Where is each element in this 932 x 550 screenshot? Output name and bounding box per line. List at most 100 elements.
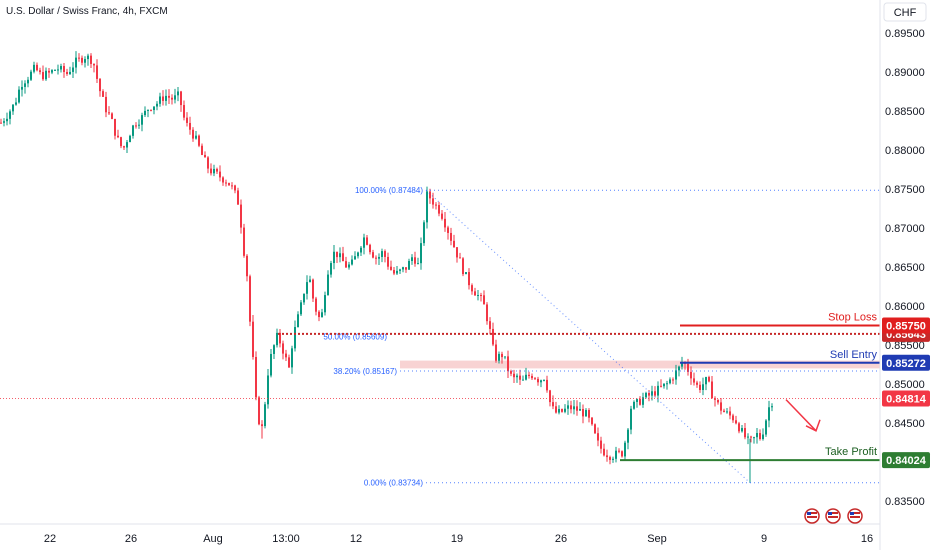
candle — [288, 354, 290, 368]
candle — [399, 268, 401, 275]
candle — [705, 376, 707, 391]
candle — [606, 449, 608, 462]
candle — [660, 379, 662, 388]
candle — [558, 405, 560, 415]
us-flag-event-icon[interactable] — [804, 508, 820, 524]
candle — [93, 63, 95, 73]
us-flag-event-icon[interactable] — [847, 508, 863, 524]
candle — [201, 143, 203, 156]
candle — [24, 80, 26, 94]
candle — [342, 246, 344, 262]
candle — [315, 296, 317, 316]
candle — [126, 140, 128, 154]
currency-box[interactable]: CHF — [883, 2, 927, 22]
candle — [462, 257, 464, 277]
candle — [156, 101, 158, 111]
candle — [231, 182, 233, 190]
candle — [300, 299, 302, 317]
candle — [48, 68, 50, 78]
candle — [729, 406, 731, 420]
fib-level-label: 0.00% (0.83734) — [364, 479, 423, 488]
candle — [726, 407, 728, 414]
candle — [12, 104, 14, 115]
candle — [576, 400, 578, 416]
candle — [546, 375, 548, 393]
price-tag-stop-loss: 0.85750 — [882, 317, 930, 334]
candle — [45, 67, 47, 81]
candle — [414, 251, 416, 267]
y-tick-label: 0.83500 — [885, 496, 925, 508]
candle — [267, 369, 269, 409]
y-tick-label: 0.86000 — [885, 301, 925, 313]
candle — [723, 408, 725, 413]
candle — [180, 90, 182, 112]
candle — [132, 124, 134, 139]
fib-level-label: 50.00% (0.85609) — [323, 332, 387, 341]
candle — [264, 401, 266, 429]
y-tick-label: 0.87500 — [885, 184, 925, 196]
candle — [81, 55, 83, 66]
candle — [405, 267, 407, 273]
candle — [297, 311, 299, 328]
candle — [309, 275, 311, 283]
candle — [39, 67, 41, 75]
candle — [528, 371, 530, 379]
candle — [537, 376, 539, 386]
candle — [216, 167, 218, 175]
candle — [612, 456, 614, 463]
candle — [636, 398, 638, 408]
candle — [441, 209, 443, 221]
x-tick-label: 26 — [555, 533, 567, 545]
candle — [324, 291, 326, 316]
candle — [468, 268, 470, 290]
candle — [183, 100, 185, 121]
candle — [450, 227, 452, 246]
candle — [147, 109, 149, 118]
candle — [255, 351, 257, 401]
candle — [618, 448, 620, 454]
candle — [105, 91, 107, 118]
candle — [642, 392, 644, 408]
candle — [96, 59, 98, 84]
candle — [690, 366, 692, 385]
candle — [444, 211, 446, 232]
candle — [345, 256, 347, 268]
candle — [366, 234, 368, 246]
candle — [582, 404, 584, 424]
candle — [693, 372, 695, 386]
candle — [501, 351, 503, 364]
x-tick-label: 22 — [44, 533, 56, 545]
candle — [282, 340, 284, 360]
candle — [741, 424, 743, 433]
candle — [507, 350, 509, 379]
candle — [312, 278, 314, 302]
y-tick-label: 0.86500 — [885, 262, 925, 274]
x-tick-label: Sep — [647, 533, 667, 545]
currency-label: CHF — [894, 7, 917, 19]
candle — [552, 395, 554, 410]
candle — [735, 415, 737, 425]
candle — [99, 78, 101, 97]
candle — [171, 94, 173, 105]
candle — [249, 274, 251, 327]
candle — [603, 443, 605, 457]
candle — [330, 260, 332, 278]
candle — [744, 422, 746, 440]
candle — [252, 315, 254, 360]
candle — [402, 266, 404, 273]
candle — [381, 248, 383, 263]
candle — [411, 254, 413, 265]
candle — [489, 317, 491, 335]
candle — [474, 287, 476, 296]
candle — [492, 322, 494, 347]
price-tag-sell-entry: 0.85272 — [882, 354, 930, 371]
candle — [600, 436, 602, 454]
candle — [138, 119, 140, 129]
candle — [687, 358, 689, 376]
candle — [762, 428, 764, 441]
candle — [120, 136, 122, 149]
candle — [477, 290, 479, 301]
us-flag-event-icon[interactable] — [825, 508, 841, 524]
candle — [177, 87, 179, 102]
candle — [117, 129, 119, 139]
